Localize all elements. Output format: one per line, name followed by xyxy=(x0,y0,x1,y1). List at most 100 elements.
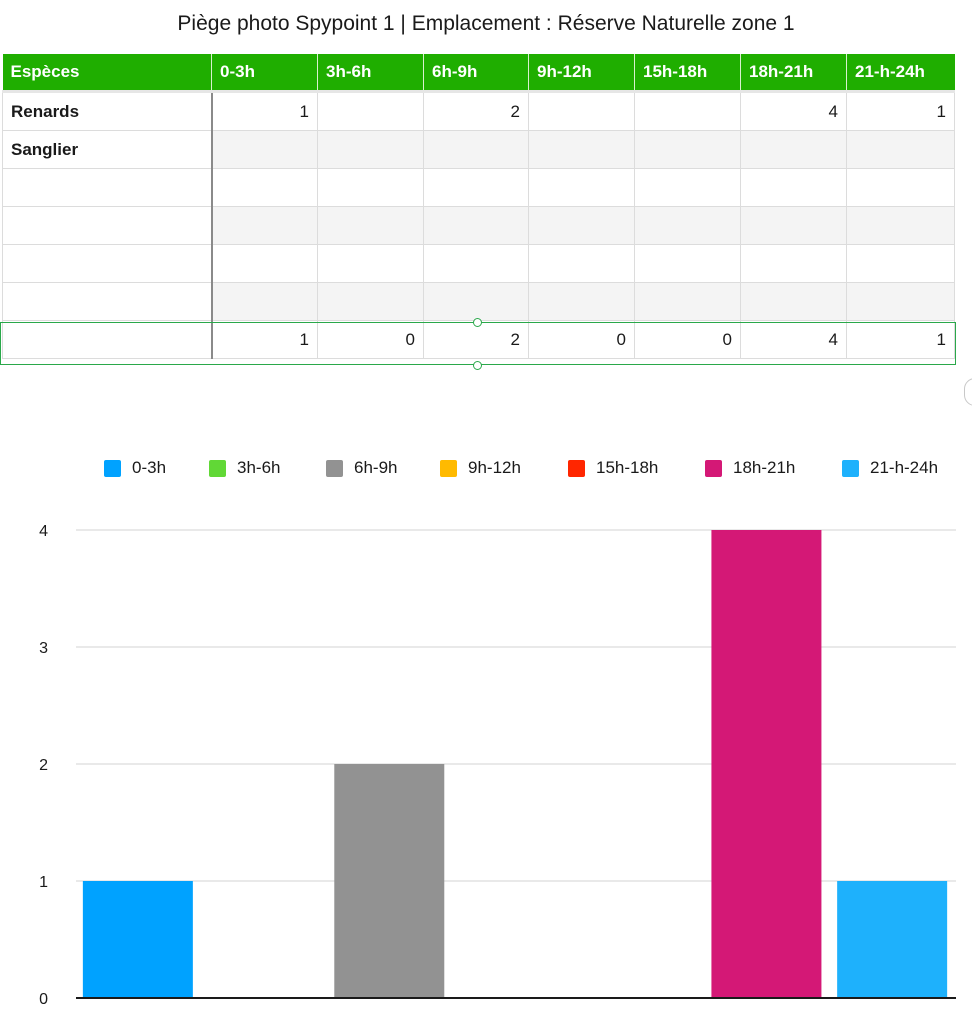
chart-legend: 0-3h 3h-6h 6h-9h 9h-12h 15h-18h 18h-21h 21-h-2… xyxy=(0,458,972,484)
row-label-cell[interactable]: Sanglier xyxy=(2,130,213,169)
table-cell[interactable] xyxy=(211,244,318,283)
legend-label: 21-h-24h xyxy=(870,458,939,477)
y-tick-label: 0 xyxy=(39,991,48,1008)
legend-swatch xyxy=(705,459,722,477)
scroll-knob[interactable] xyxy=(964,378,972,406)
bar xyxy=(82,881,193,998)
table-cell[interactable]: 1 xyxy=(211,90,318,131)
footer-cell[interactable]: 1 xyxy=(846,320,955,359)
selection-handle-top[interactable] xyxy=(473,318,482,327)
table-cell[interactable] xyxy=(423,168,529,207)
table-cell[interactable] xyxy=(423,206,529,245)
table-cell[interactable] xyxy=(528,206,635,245)
header-cell[interactable]: 6h-9h xyxy=(423,54,529,92)
y-tick-label: 4 xyxy=(39,523,48,540)
header-cell[interactable]: 21-h-24h xyxy=(846,54,955,92)
table-cell[interactable]: 1 xyxy=(846,90,955,131)
table-row: Sanglier xyxy=(2,130,955,169)
legend-item: 18h-21h xyxy=(705,458,795,478)
sheet-title: Piège photo Spypoint 1 | Emplacement : R… xyxy=(177,12,795,35)
row-label-cell[interactable] xyxy=(2,206,213,245)
table-cell[interactable] xyxy=(423,130,529,169)
header-cell[interactable]: 3h-6h xyxy=(317,54,424,92)
data-table[interactable]: Espèces 0-3h 3h-6h 6h-9h 9h-12h 15h-18h … xyxy=(2,54,955,359)
y-tick-label: 2 xyxy=(39,757,48,774)
legend-item: 21-h-24h xyxy=(842,458,938,478)
row-label-cell[interactable] xyxy=(2,244,213,283)
header-cell[interactable]: 18h-21h xyxy=(740,54,847,92)
legend-label: 9h-12h xyxy=(468,458,521,477)
table-cell[interactable] xyxy=(423,282,529,321)
legend-label: 15h-18h xyxy=(596,458,659,477)
table-row xyxy=(2,206,955,245)
header-cell[interactable]: 9h-12h xyxy=(528,54,635,92)
header-cell[interactable]: 0-3h xyxy=(211,54,318,92)
table-cell[interactable] xyxy=(317,206,424,245)
header-row: Espèces 0-3h 3h-6h 6h-9h 9h-12h 15h-18h … xyxy=(2,54,955,92)
bar xyxy=(711,530,822,998)
selection-handle-bottom[interactable] xyxy=(473,361,482,370)
row-label-cell[interactable] xyxy=(2,168,213,207)
legend-item: 9h-12h xyxy=(440,458,521,478)
header-cell[interactable]: 15h-18h xyxy=(634,54,741,92)
legend-item: 3h-6h xyxy=(209,458,280,478)
legend-label: 3h-6h xyxy=(237,458,281,477)
table-cell[interactable] xyxy=(528,244,635,283)
footer-cell[interactable]: 4 xyxy=(740,320,847,359)
table-cell[interactable] xyxy=(634,90,741,131)
table-cell[interactable] xyxy=(740,168,847,207)
table-cell[interactable] xyxy=(846,130,955,169)
bar xyxy=(334,764,445,998)
table-cell[interactable] xyxy=(317,168,424,207)
row-label-cell[interactable]: Renards xyxy=(2,90,213,131)
legend-label: 18h-21h xyxy=(733,458,796,477)
table-cell[interactable]: 4 xyxy=(740,90,847,131)
table-cell[interactable] xyxy=(634,282,741,321)
row-label-cell[interactable] xyxy=(2,282,213,321)
legend-item: 0-3h xyxy=(104,458,166,478)
table-cell[interactable] xyxy=(211,168,318,207)
footer-label-cell[interactable] xyxy=(2,320,213,359)
table-cell[interactable]: 2 xyxy=(423,90,529,131)
table-cell[interactable] xyxy=(740,244,847,283)
legend-item: 6h-9h xyxy=(326,458,397,478)
table-cell[interactable] xyxy=(528,90,635,131)
table-cell[interactable] xyxy=(423,244,529,283)
table-cell[interactable] xyxy=(740,130,847,169)
table-cell[interactable] xyxy=(634,168,741,207)
table-cell[interactable] xyxy=(846,168,955,207)
table-cell[interactable] xyxy=(211,206,318,245)
table-cell[interactable] xyxy=(528,168,635,207)
table-cell[interactable] xyxy=(317,244,424,283)
table-cell[interactable] xyxy=(634,130,741,169)
footer-cell[interactable]: 0 xyxy=(634,320,741,359)
legend-swatch xyxy=(568,459,585,477)
header-cell-species[interactable]: Espèces xyxy=(2,54,212,92)
table-cell[interactable] xyxy=(317,130,424,169)
table-cell[interactable] xyxy=(740,206,847,245)
footer-cell[interactable]: 0 xyxy=(317,320,424,359)
table-cell[interactable] xyxy=(634,244,741,283)
table-row xyxy=(2,282,955,321)
y-tick-label: 1 xyxy=(39,874,48,891)
table-cell[interactable] xyxy=(317,282,424,321)
table-cell[interactable] xyxy=(634,206,741,245)
table-cell[interactable] xyxy=(846,244,955,283)
legend-swatch xyxy=(209,459,226,477)
table-cell[interactable] xyxy=(317,90,424,131)
table-cell[interactable] xyxy=(211,130,318,169)
legend-swatch xyxy=(440,459,457,477)
table-cell[interactable] xyxy=(846,206,955,245)
table-cell[interactable] xyxy=(528,282,635,321)
footer-cell[interactable]: 1 xyxy=(211,320,318,359)
table-row xyxy=(2,244,955,283)
table-cell[interactable] xyxy=(846,282,955,321)
bar xyxy=(837,881,948,998)
table-cell[interactable] xyxy=(211,282,318,321)
table-cell[interactable] xyxy=(528,130,635,169)
legend-swatch xyxy=(326,459,343,477)
footer-cell[interactable]: 0 xyxy=(528,320,635,359)
footer-row[interactable]: 1 0 2 0 0 4 1 xyxy=(2,320,955,359)
table-cell[interactable] xyxy=(740,282,847,321)
legend-item: 15h-18h xyxy=(568,458,658,478)
